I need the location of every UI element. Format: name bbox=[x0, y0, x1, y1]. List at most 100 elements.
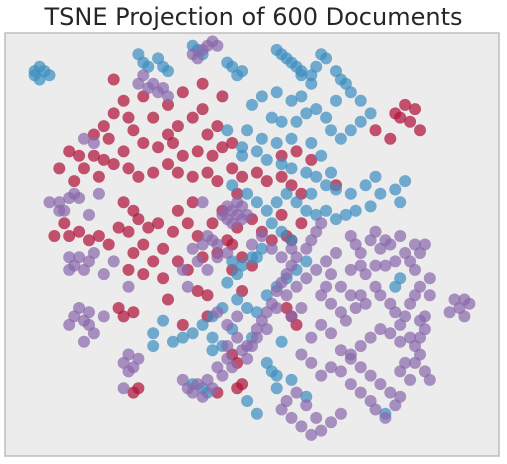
data-point bbox=[414, 281, 426, 293]
data-point bbox=[281, 188, 293, 200]
data-point bbox=[63, 264, 75, 276]
data-point bbox=[399, 175, 411, 187]
data-point bbox=[345, 353, 357, 365]
data-point bbox=[83, 306, 95, 318]
data-point bbox=[355, 387, 367, 399]
data-point bbox=[261, 154, 273, 166]
data-point bbox=[221, 247, 233, 259]
data-point bbox=[291, 281, 303, 293]
data-point bbox=[320, 255, 332, 267]
data-point bbox=[182, 281, 194, 293]
data-point bbox=[276, 116, 288, 128]
data-point bbox=[123, 112, 135, 124]
data-point bbox=[192, 255, 204, 267]
data-point bbox=[216, 209, 228, 221]
data-point bbox=[355, 116, 367, 128]
data-point bbox=[221, 340, 233, 352]
data-point bbox=[73, 150, 85, 162]
data-point bbox=[246, 239, 258, 251]
data-point bbox=[241, 395, 253, 407]
data-point bbox=[108, 74, 120, 86]
data-point bbox=[177, 150, 189, 162]
data-point bbox=[177, 264, 189, 276]
data-point bbox=[374, 323, 386, 335]
data-point bbox=[231, 294, 243, 306]
data-point bbox=[360, 179, 372, 191]
data-point bbox=[266, 217, 278, 229]
data-point bbox=[365, 370, 377, 382]
data-point bbox=[345, 188, 357, 200]
data-point bbox=[147, 340, 159, 352]
data-point bbox=[365, 200, 377, 212]
data-point bbox=[63, 319, 75, 331]
data-point bbox=[399, 357, 411, 369]
data-point bbox=[177, 86, 189, 98]
data-point bbox=[123, 226, 135, 238]
data-point bbox=[261, 175, 273, 187]
data-point bbox=[320, 205, 332, 217]
data-point bbox=[241, 188, 253, 200]
data-point bbox=[123, 264, 135, 276]
data-point bbox=[271, 137, 283, 149]
data-point bbox=[78, 162, 90, 174]
data-point bbox=[310, 412, 322, 424]
data-point bbox=[271, 370, 283, 382]
data-point bbox=[192, 52, 204, 64]
data-point bbox=[360, 298, 372, 310]
data-point bbox=[251, 408, 263, 420]
data-point bbox=[335, 344, 347, 356]
data-point bbox=[123, 349, 135, 361]
data-point bbox=[399, 310, 411, 322]
data-point bbox=[305, 429, 317, 441]
data-point bbox=[404, 374, 416, 386]
data-point bbox=[251, 167, 263, 179]
data-point bbox=[365, 332, 377, 344]
data-point bbox=[231, 310, 243, 322]
data-point bbox=[300, 399, 312, 411]
data-point bbox=[127, 306, 139, 318]
data-point bbox=[291, 196, 303, 208]
data-point bbox=[202, 167, 214, 179]
data-point bbox=[241, 340, 253, 352]
data-point bbox=[98, 268, 110, 280]
data-point bbox=[305, 188, 317, 200]
data-point bbox=[98, 120, 110, 132]
data-point bbox=[315, 150, 327, 162]
data-point bbox=[310, 171, 322, 183]
data-point bbox=[167, 226, 179, 238]
data-point bbox=[325, 416, 337, 428]
data-point bbox=[132, 171, 144, 183]
data-point bbox=[123, 281, 135, 293]
data-point bbox=[424, 289, 436, 301]
data-point bbox=[374, 289, 386, 301]
data-point bbox=[251, 332, 263, 344]
data-point bbox=[424, 374, 436, 386]
data-point bbox=[152, 217, 164, 229]
data-point bbox=[300, 272, 312, 284]
data-point bbox=[137, 239, 149, 251]
data-point bbox=[182, 217, 194, 229]
data-point bbox=[305, 78, 317, 90]
data-point bbox=[197, 391, 209, 403]
data-point bbox=[202, 289, 214, 301]
data-point bbox=[335, 365, 347, 377]
data-point bbox=[118, 95, 130, 107]
data-point bbox=[211, 306, 223, 318]
data-point bbox=[88, 137, 100, 149]
data-point bbox=[246, 99, 258, 111]
data-point bbox=[127, 205, 139, 217]
data-point bbox=[295, 69, 307, 81]
data-point bbox=[127, 247, 139, 259]
data-point bbox=[286, 243, 298, 255]
data-point bbox=[374, 188, 386, 200]
data-point bbox=[73, 226, 85, 238]
data-point bbox=[157, 243, 169, 255]
data-point bbox=[241, 124, 253, 136]
data-point bbox=[251, 251, 263, 263]
data-point bbox=[286, 374, 298, 386]
data-point bbox=[48, 230, 60, 242]
data-point bbox=[325, 124, 337, 136]
data-point bbox=[320, 52, 332, 64]
data-point bbox=[271, 302, 283, 314]
data-point bbox=[147, 167, 159, 179]
